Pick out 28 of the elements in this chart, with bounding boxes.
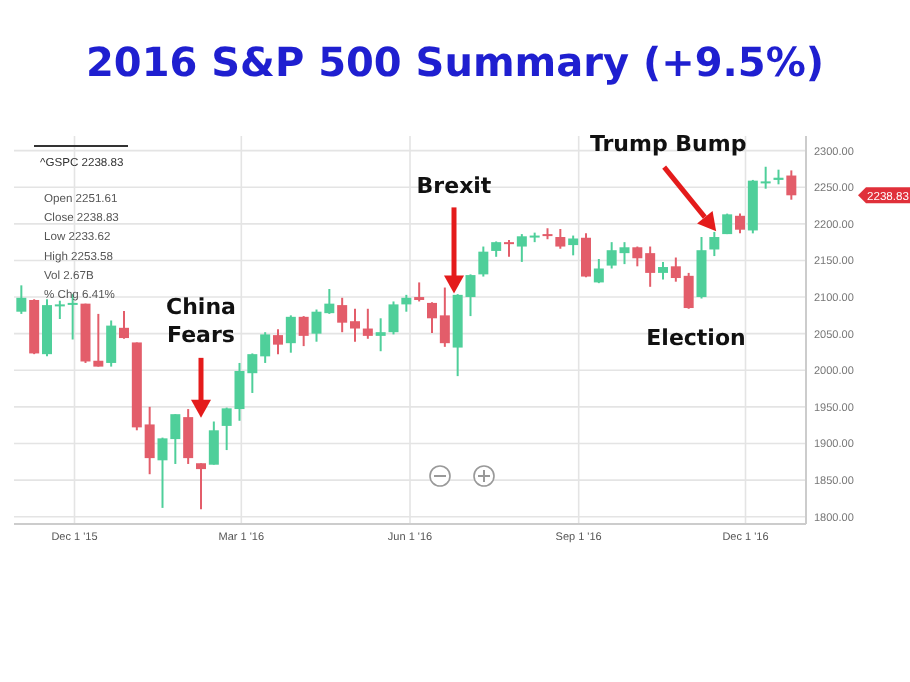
candlestick <box>362 307 373 340</box>
candlestick <box>375 317 386 353</box>
chart-title: 2016 S&P 500 Summary (+9.5%) <box>86 38 824 86</box>
candlestick <box>709 230 720 258</box>
candlestick <box>208 420 219 466</box>
candlestick <box>93 312 104 368</box>
candlestick <box>106 319 117 368</box>
candlestick <box>16 284 27 315</box>
candlestick <box>593 257 604 285</box>
candlestick <box>696 236 707 300</box>
annotation: China Fears <box>166 293 236 348</box>
candlestick <box>568 234 579 257</box>
candlestick <box>581 232 591 279</box>
annotation: Brexit <box>416 173 492 200</box>
candlestick <box>196 462 206 511</box>
candlestick <box>273 328 283 356</box>
candlestick <box>298 315 309 348</box>
candlestick <box>183 408 194 465</box>
annotation: Election <box>646 324 746 351</box>
candlestick <box>555 227 566 250</box>
candlestick <box>735 212 745 235</box>
annotation: Trump Bump <box>589 131 747 158</box>
candlestick <box>285 314 296 354</box>
candlestick <box>119 309 129 340</box>
candlestick <box>786 169 797 201</box>
candlestick <box>388 300 399 336</box>
candlestick <box>478 245 489 278</box>
candlestick <box>414 281 425 303</box>
